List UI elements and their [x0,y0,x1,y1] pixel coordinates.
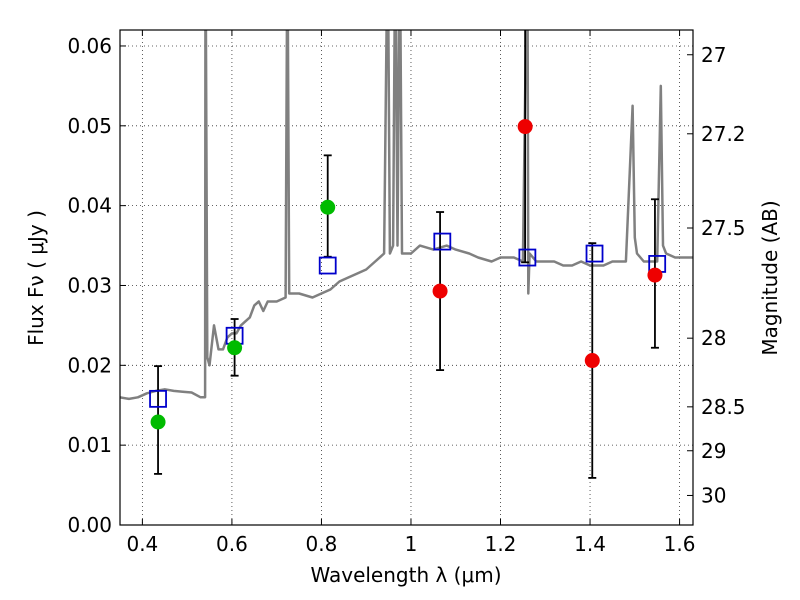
y-tick-label: 0.04 [67,194,112,218]
model-square [318,256,337,275]
model-square [433,232,452,251]
x-tick-label: 0.6 [216,532,248,556]
right-tick-label: 28.5 [701,395,746,419]
model-square [518,248,537,267]
y-axis-right-label: Magnitude (AB) [758,200,782,355]
nondetection-point [432,283,448,299]
right-tick-label: 28 [701,326,726,350]
detection-point [150,414,166,430]
right-tick-label: 27.5 [701,216,746,240]
model-square [585,244,604,263]
x-tick-label: 0.8 [306,532,338,556]
detection-point [320,199,336,215]
y-tick-label: 0.03 [67,273,112,297]
detection-point [227,340,243,356]
y-tick-label: 0.01 [67,433,112,457]
x-tick-label: 1 [405,532,418,556]
nondetection-point [517,119,533,135]
y-tick-label: 0.06 [67,34,112,58]
y-tick-label: 0.02 [67,353,112,377]
x-axis-label: Wavelength λ (μm) [310,563,501,587]
plot-area [120,30,693,479]
model-square [149,389,167,408]
y-tick-label: 0.00 [67,513,112,537]
plot-frame [119,29,694,526]
right-tick-label: 30 [701,483,726,507]
nondetection-point [647,267,663,283]
right-tick-label: 27 [701,43,726,67]
y-axis-label: Flux Fν ( μJy ) [24,210,48,346]
x-tick-label: 1.2 [485,532,517,556]
right-tick-label: 27.2 [701,122,746,146]
right-tick-label: 29 [701,439,726,463]
y-tick-label: 0.05 [67,114,112,138]
grid-layer [120,30,693,526]
ticks-layer: 0.4 0.6 0.8 1 1.2 1.4 1.6 0.00 0.01 0.02 0.03 0.04 0… [67,30,746,556]
nondetection-point [584,353,600,369]
x-tick-label: 1.6 [664,532,696,556]
x-tick-label: 0.4 [126,532,158,556]
x-tick-label: 1.4 [574,532,606,556]
marks-layer [149,30,667,479]
